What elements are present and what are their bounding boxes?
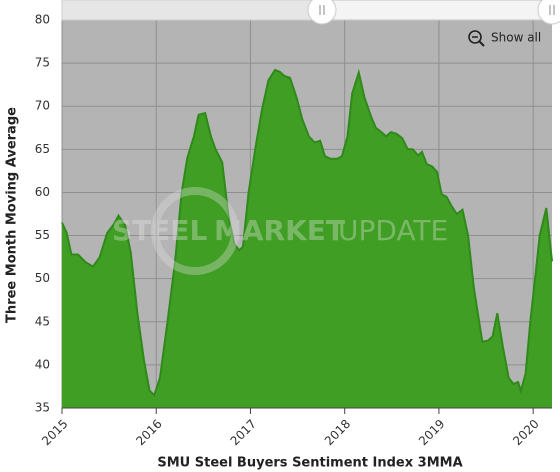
- button-label[interactable]: Show all: [491, 31, 541, 45]
- x-tick-label: 2015: [39, 417, 70, 448]
- x-tick-label: 2018: [322, 417, 353, 448]
- watermark-text: MARKET: [214, 214, 345, 247]
- y-tick-label: 60: [35, 185, 50, 199]
- y-tick-label: 80: [35, 13, 50, 27]
- navigator-handle[interactable]: [307, 0, 337, 25]
- marks: [61, 68, 553, 408]
- line: [61, 68, 553, 397]
- y-tick-label: 40: [35, 357, 50, 371]
- area: [62, 70, 552, 408]
- show-all-button[interactable]: Show all: [468, 30, 541, 47]
- watermark-logo: [151, 187, 239, 275]
- zoom-icon: [468, 30, 482, 44]
- y-tick-label: 45: [35, 314, 50, 328]
- zoom-icon: [478, 40, 485, 47]
- watermark-text: UPDATE: [338, 214, 448, 247]
- y-tick-label: 65: [35, 142, 50, 156]
- x-tick-label: 2017: [228, 417, 259, 448]
- y-tick-label: 70: [35, 99, 50, 113]
- x-axis-label: SMU Steel Buyers Sentiment Index 3MMA: [157, 456, 462, 471]
- watermark-text: STEEL: [112, 214, 208, 247]
- navigator-range: [322, 1, 552, 19]
- y-axis-label: Three Month Moving Average: [5, 107, 20, 323]
- x-tick-label: 2019: [416, 417, 447, 448]
- y-tick-label: 75: [35, 56, 50, 70]
- y-tick-label: 50: [35, 271, 50, 285]
- x-tick-label: 2020: [510, 417, 541, 448]
- y-tick-label: 55: [35, 228, 50, 242]
- x-tick-label: 2016: [133, 417, 164, 448]
- y-tick-label: 35: [35, 401, 50, 415]
- navigator-handle[interactable]: [537, 0, 560, 25]
- watermark: STEEL MARKET UPDATE: [112, 187, 448, 275]
